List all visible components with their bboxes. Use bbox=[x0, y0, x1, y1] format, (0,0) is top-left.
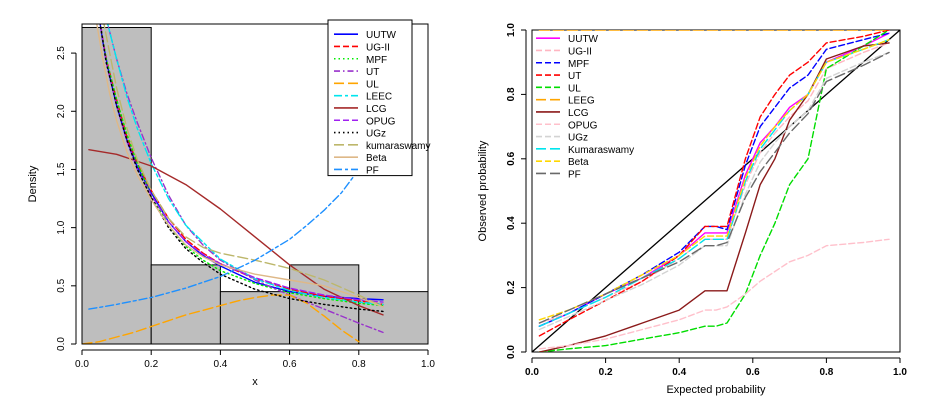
y-tick-label: 1.5 bbox=[56, 162, 67, 176]
series-line-lcg bbox=[538, 42, 890, 352]
x-axis: 0.0 0.2 0.4 0.6 0.8 1.0 bbox=[525, 357, 907, 378]
x-tick-label: 0.6 bbox=[283, 359, 297, 370]
series-line-ugz bbox=[538, 51, 890, 331]
legend-label: PF bbox=[366, 165, 379, 176]
x-tick-label: 0.6 bbox=[746, 367, 760, 378]
legend-box bbox=[327, 19, 413, 177]
legend-label: PF bbox=[568, 169, 581, 180]
y-tick-label: 0.0 bbox=[506, 345, 517, 359]
series-line-mpf bbox=[99, 24, 384, 307]
y-tick-label: 0.8 bbox=[506, 87, 517, 101]
legend-label: LCG bbox=[568, 108, 589, 119]
legend-label: Kumaraswamy bbox=[568, 145, 634, 156]
x-tick-label: 0.4 bbox=[213, 359, 227, 370]
series-line-leec bbox=[106, 24, 384, 306]
y-tick-label: 0.6 bbox=[506, 151, 517, 165]
y-axis-label: Density bbox=[27, 165, 39, 202]
plot-frame bbox=[81, 23, 429, 345]
series-line-ul bbox=[82, 294, 360, 344]
histogram-bar bbox=[150, 264, 221, 345]
density-curves bbox=[82, 24, 384, 344]
series-line-ut bbox=[106, 24, 384, 334]
legend-label: OPUG bbox=[568, 120, 598, 131]
legend-label: MPF bbox=[366, 55, 387, 66]
calibration-panel: 0.0 0.2 0.4 0.6 0.8 1.0 0.0 0.2 0.4 0.6 0.8 1.0 Ex… bbox=[477, 23, 907, 396]
identity-line bbox=[531, 29, 901, 353]
y-axis: 0.0 0.5 1.0 1.5 2.0 2.5 bbox=[56, 46, 77, 351]
y-tick-label: 2.5 bbox=[56, 46, 67, 60]
y-tick-label: 0.0 bbox=[56, 337, 67, 351]
x-axis: 0.0 0.2 0.4 0.6 0.8 1.0 bbox=[75, 349, 435, 370]
x-axis-label: Expected probability bbox=[666, 384, 766, 396]
legend-label: UG-II bbox=[366, 42, 390, 53]
reference-line bbox=[531, 29, 901, 353]
x-tick-label: 0.2 bbox=[599, 367, 613, 378]
legend-label: LEEG bbox=[568, 96, 595, 107]
y-tick-label: 1.0 bbox=[56, 220, 67, 234]
legend-label: LCG bbox=[366, 104, 387, 115]
legend-label: UUTW bbox=[366, 30, 397, 41]
y-tick-label: 0.2 bbox=[506, 280, 517, 294]
histogram-bar bbox=[81, 26, 152, 345]
x-tick-label: 0.8 bbox=[819, 367, 833, 378]
x-tick-label: 0.4 bbox=[672, 367, 686, 378]
legend-label: MPF bbox=[568, 59, 589, 70]
x-tick-label: 0.8 bbox=[352, 359, 366, 370]
legend-label: OPUG bbox=[366, 116, 396, 127]
series-line-kumaraswamy bbox=[538, 39, 890, 327]
x-tick-label: 0.0 bbox=[525, 367, 539, 378]
density-panel: 0.0 0.2 0.4 0.6 0.8 1.0 0.00.51.01.52.02.5 x … bbox=[27, 19, 435, 388]
x-tick-label: 1.0 bbox=[893, 367, 907, 378]
legend-label: Beta bbox=[366, 153, 387, 164]
series-line-beta bbox=[96, 24, 384, 308]
y-tick-label: 2.0 bbox=[56, 104, 67, 118]
legend-label: UL bbox=[568, 83, 581, 94]
series-line-pf bbox=[538, 51, 890, 324]
x-tick-label: 1.0 bbox=[421, 359, 435, 370]
series-line-kumaraswamy bbox=[103, 24, 384, 308]
x-tick-label: 0.0 bbox=[75, 359, 89, 370]
y-axis: 0.0 0.2 0.4 0.6 0.8 1.0 bbox=[506, 23, 527, 359]
series-line-opug bbox=[99, 24, 384, 303]
series-line-ul bbox=[538, 30, 890, 352]
y-axis-label: Observed probability bbox=[477, 140, 489, 241]
legend-label: UT bbox=[366, 67, 379, 78]
legend-label: UL bbox=[366, 79, 379, 90]
legend-label: UGz bbox=[568, 133, 588, 144]
legend-label: UUTW bbox=[568, 34, 599, 45]
series-line-ugz bbox=[99, 24, 384, 313]
series-line-ut bbox=[538, 30, 890, 337]
x-tick-label: 0.2 bbox=[144, 359, 158, 370]
legend-label: UGz bbox=[366, 129, 386, 140]
series-line-opug bbox=[538, 238, 890, 350]
histogram-bar bbox=[219, 291, 291, 345]
legend-label: UT bbox=[568, 71, 581, 82]
legend-label: Beta bbox=[568, 157, 589, 168]
y-tick-label: 0.5 bbox=[56, 278, 67, 292]
y-tick-label: 0.4 bbox=[506, 216, 517, 230]
legend-label: kumaraswamy bbox=[366, 141, 430, 152]
y-tick-label: 1.0 bbox=[506, 23, 517, 37]
series-line-beta bbox=[538, 39, 890, 321]
legend-label: UG-II bbox=[568, 46, 592, 57]
x-axis-label: x bbox=[252, 376, 258, 388]
calibration-curves bbox=[538, 30, 890, 352]
legend-label: LEEC bbox=[366, 92, 392, 103]
